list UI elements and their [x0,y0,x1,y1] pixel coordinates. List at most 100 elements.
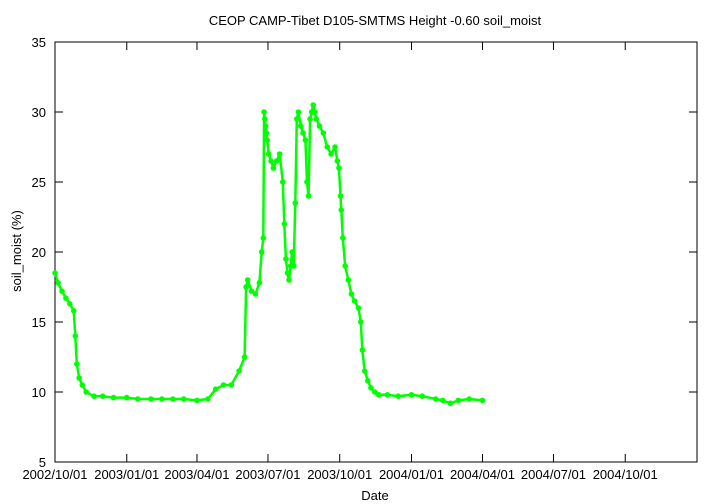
data-point [281,221,288,227]
data-point [212,386,219,393]
y-tick-label: 35 [32,35,46,50]
data-point [258,249,265,255]
data-point [372,389,378,395]
data-point [479,397,486,404]
data-point [261,109,267,115]
data-point [194,397,200,404]
x-tick-label: 2004/01/01 [379,467,444,482]
series-points [52,102,486,407]
data-point [99,393,106,400]
data-point [59,288,65,295]
data-point [289,249,295,255]
data-point [236,368,242,374]
data-point [300,130,306,136]
data-point [439,397,446,404]
data-point [264,137,270,143]
data-point [359,347,366,353]
data-point [134,396,141,402]
y-tick-label: 15 [32,315,46,330]
data-point [304,179,310,185]
data-point [180,396,187,402]
data-point [447,400,454,407]
series-line [53,103,483,405]
data-point [279,179,286,185]
data-point [55,280,61,286]
data-point [345,277,352,283]
data-point [241,354,248,360]
data-point [292,200,299,206]
data-point [72,333,79,339]
data-point [294,116,300,122]
data-point [365,378,371,384]
y-tick-label: 30 [32,105,46,120]
data-point [244,277,251,283]
data-point [316,123,323,129]
data-point [159,396,165,402]
data-point [286,277,292,283]
data-point [351,298,358,304]
data-point [302,137,309,143]
data-point [340,235,346,241]
data-point [260,235,267,241]
y-axis-label: soil_moist (%) [9,210,24,292]
x-tick-label: 2004/10/01 [593,467,658,482]
x-tick-label: 2003/07/01 [235,467,300,482]
data-point [283,256,289,262]
data-point [307,116,313,122]
data-point [262,123,269,129]
data-point [334,158,341,164]
data-point [297,123,304,129]
y-tick-label: 5 [39,455,46,470]
data-point [395,393,402,400]
data-point [252,291,259,297]
data-point [284,270,291,276]
data-point [310,102,317,108]
data-point [466,396,473,402]
x-tick-label: 2004/07/01 [521,467,586,482]
x-tick-label: 2003/01/01 [94,467,159,482]
data-point [338,207,345,213]
data-point [348,291,355,297]
data-point [311,109,318,115]
data-point [419,393,426,400]
data-point [276,151,283,157]
data-point [205,396,211,402]
data-point [52,270,58,276]
data-point [228,382,235,388]
y-tick-label: 20 [32,245,46,260]
data-point [342,263,348,269]
data-point [63,295,69,302]
data-point [290,263,297,269]
data-point [67,301,73,307]
data-point [324,144,331,150]
data-point [262,116,268,122]
data-point [313,116,320,122]
data-point [432,396,439,402]
data-point [355,305,362,311]
data-point [265,151,272,157]
data-point [336,165,342,171]
data-point [263,130,270,136]
y-axis-ticks: 5 10 15 20 25 30 35 [32,35,697,470]
y-tick-label: 10 [32,385,46,400]
data-point [361,368,368,374]
data-point [268,158,274,164]
x-tick-label: 2003/10/01 [307,467,372,482]
data-point [243,284,249,290]
x-tick-label: 2003/04/01 [164,467,229,482]
data-point [123,394,130,401]
data-point [368,385,374,391]
data-point [220,382,227,388]
data-point [384,392,391,398]
data-point [110,394,117,401]
data-point [148,396,154,402]
data-point [305,193,312,199]
data-point [256,280,263,286]
data-point [70,308,77,314]
data-point [270,165,277,171]
x-tick-label: 2002/10/01 [22,467,87,482]
data-point [332,144,338,150]
x-tick-label: 2004/04/01 [450,467,515,482]
x-axis-label: Date [361,488,388,503]
